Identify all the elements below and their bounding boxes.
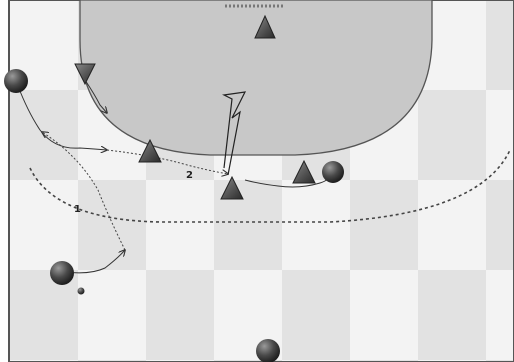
floor-tile: [10, 270, 78, 360]
pass-path-2: [106, 149, 228, 174]
attacker-left-back-icon: [50, 261, 74, 285]
pass-path-1: [42, 132, 126, 251]
pass-number-2: 2: [186, 170, 193, 181]
defender-left-back-icon: [138, 138, 162, 163]
floor-tile: [146, 270, 214, 360]
defender-goalkeeper-icon: [254, 14, 276, 39]
defender-center-icon: [220, 175, 244, 200]
floor-tile: [486, 180, 514, 270]
attacker-left-wing-icon: [4, 69, 28, 93]
run-path-back: [64, 250, 125, 274]
ball-icon: [77, 287, 85, 295]
floor-tile: [350, 180, 418, 270]
floor-tile: [282, 180, 350, 270]
goal-area: [79, 0, 433, 156]
floor-tile: [486, 270, 514, 360]
attacker-center-back-icon: [256, 339, 280, 362]
pass-number-1: 1: [74, 204, 81, 215]
floor-tile: [78, 180, 146, 270]
run-path-left-wing: [17, 85, 107, 150]
court-boundary: [8, 0, 514, 362]
shot-path: [222, 91, 247, 176]
floor-tile: [418, 180, 486, 270]
floor-tile: [418, 270, 486, 360]
floor-tile: [418, 90, 486, 180]
run-path-top-defender: [84, 79, 107, 113]
defender-left-wing-icon: [74, 63, 96, 86]
floor-tile: [282, 270, 350, 360]
floor-tile: [350, 270, 418, 360]
free-throw-line: [29, 149, 511, 223]
attacker-pivot-icon: [322, 161, 344, 183]
floor-tile: [486, 90, 514, 180]
floor-tile: [146, 180, 214, 270]
floor-tile: [486, 0, 514, 90]
defender-right-icon: [292, 159, 316, 184]
floor-tile: [10, 180, 78, 270]
floor-tile: [78, 270, 146, 360]
